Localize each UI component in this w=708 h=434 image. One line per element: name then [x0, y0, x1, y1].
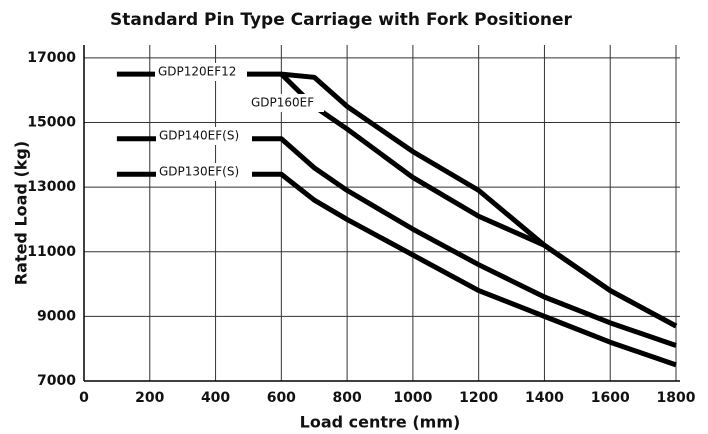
series-label-bg	[156, 163, 252, 181]
y-tick-label: 11000	[27, 244, 76, 260]
series-label: GDP160EF	[251, 96, 314, 110]
x-tick-label: 600	[267, 390, 296, 406]
chart-title: Standard Pin Type Carriage with Fork Pos…	[110, 10, 573, 30]
x-tick-label: 800	[332, 390, 361, 406]
series-line	[116, 71, 678, 329]
x-tick-label: 1000	[393, 390, 432, 406]
x-tick-label: 1200	[459, 390, 498, 406]
y-axis-label: Rated Load (kg)	[12, 141, 31, 285]
x-tick-label: 1400	[525, 390, 564, 406]
x-axis-label: Load centre (mm)	[300, 413, 461, 432]
series-label: GDP140EF(S)	[159, 129, 239, 143]
series-label: GDP120EF12	[158, 65, 236, 79]
y-tick-label: 17000	[27, 50, 76, 66]
series-label: GDP130EF(S)	[159, 165, 239, 179]
x-tick-label: 1800	[657, 390, 696, 406]
series-label-bg	[156, 127, 252, 145]
y-tick-label: 15000	[27, 115, 76, 131]
series-label-bg	[155, 63, 247, 81]
x-tick-label: 1600	[591, 390, 630, 406]
series-line	[116, 171, 677, 368]
series-label-bg	[248, 94, 324, 112]
y-tick-label: 9000	[37, 308, 76, 324]
x-tick-label: 200	[135, 390, 164, 406]
y-tick-label: 13000	[27, 179, 76, 195]
y-tick-label: 7000	[37, 373, 76, 389]
x-tick-label: 400	[201, 390, 230, 406]
x-tick-label: 0	[79, 390, 89, 406]
series-line	[116, 136, 677, 348]
